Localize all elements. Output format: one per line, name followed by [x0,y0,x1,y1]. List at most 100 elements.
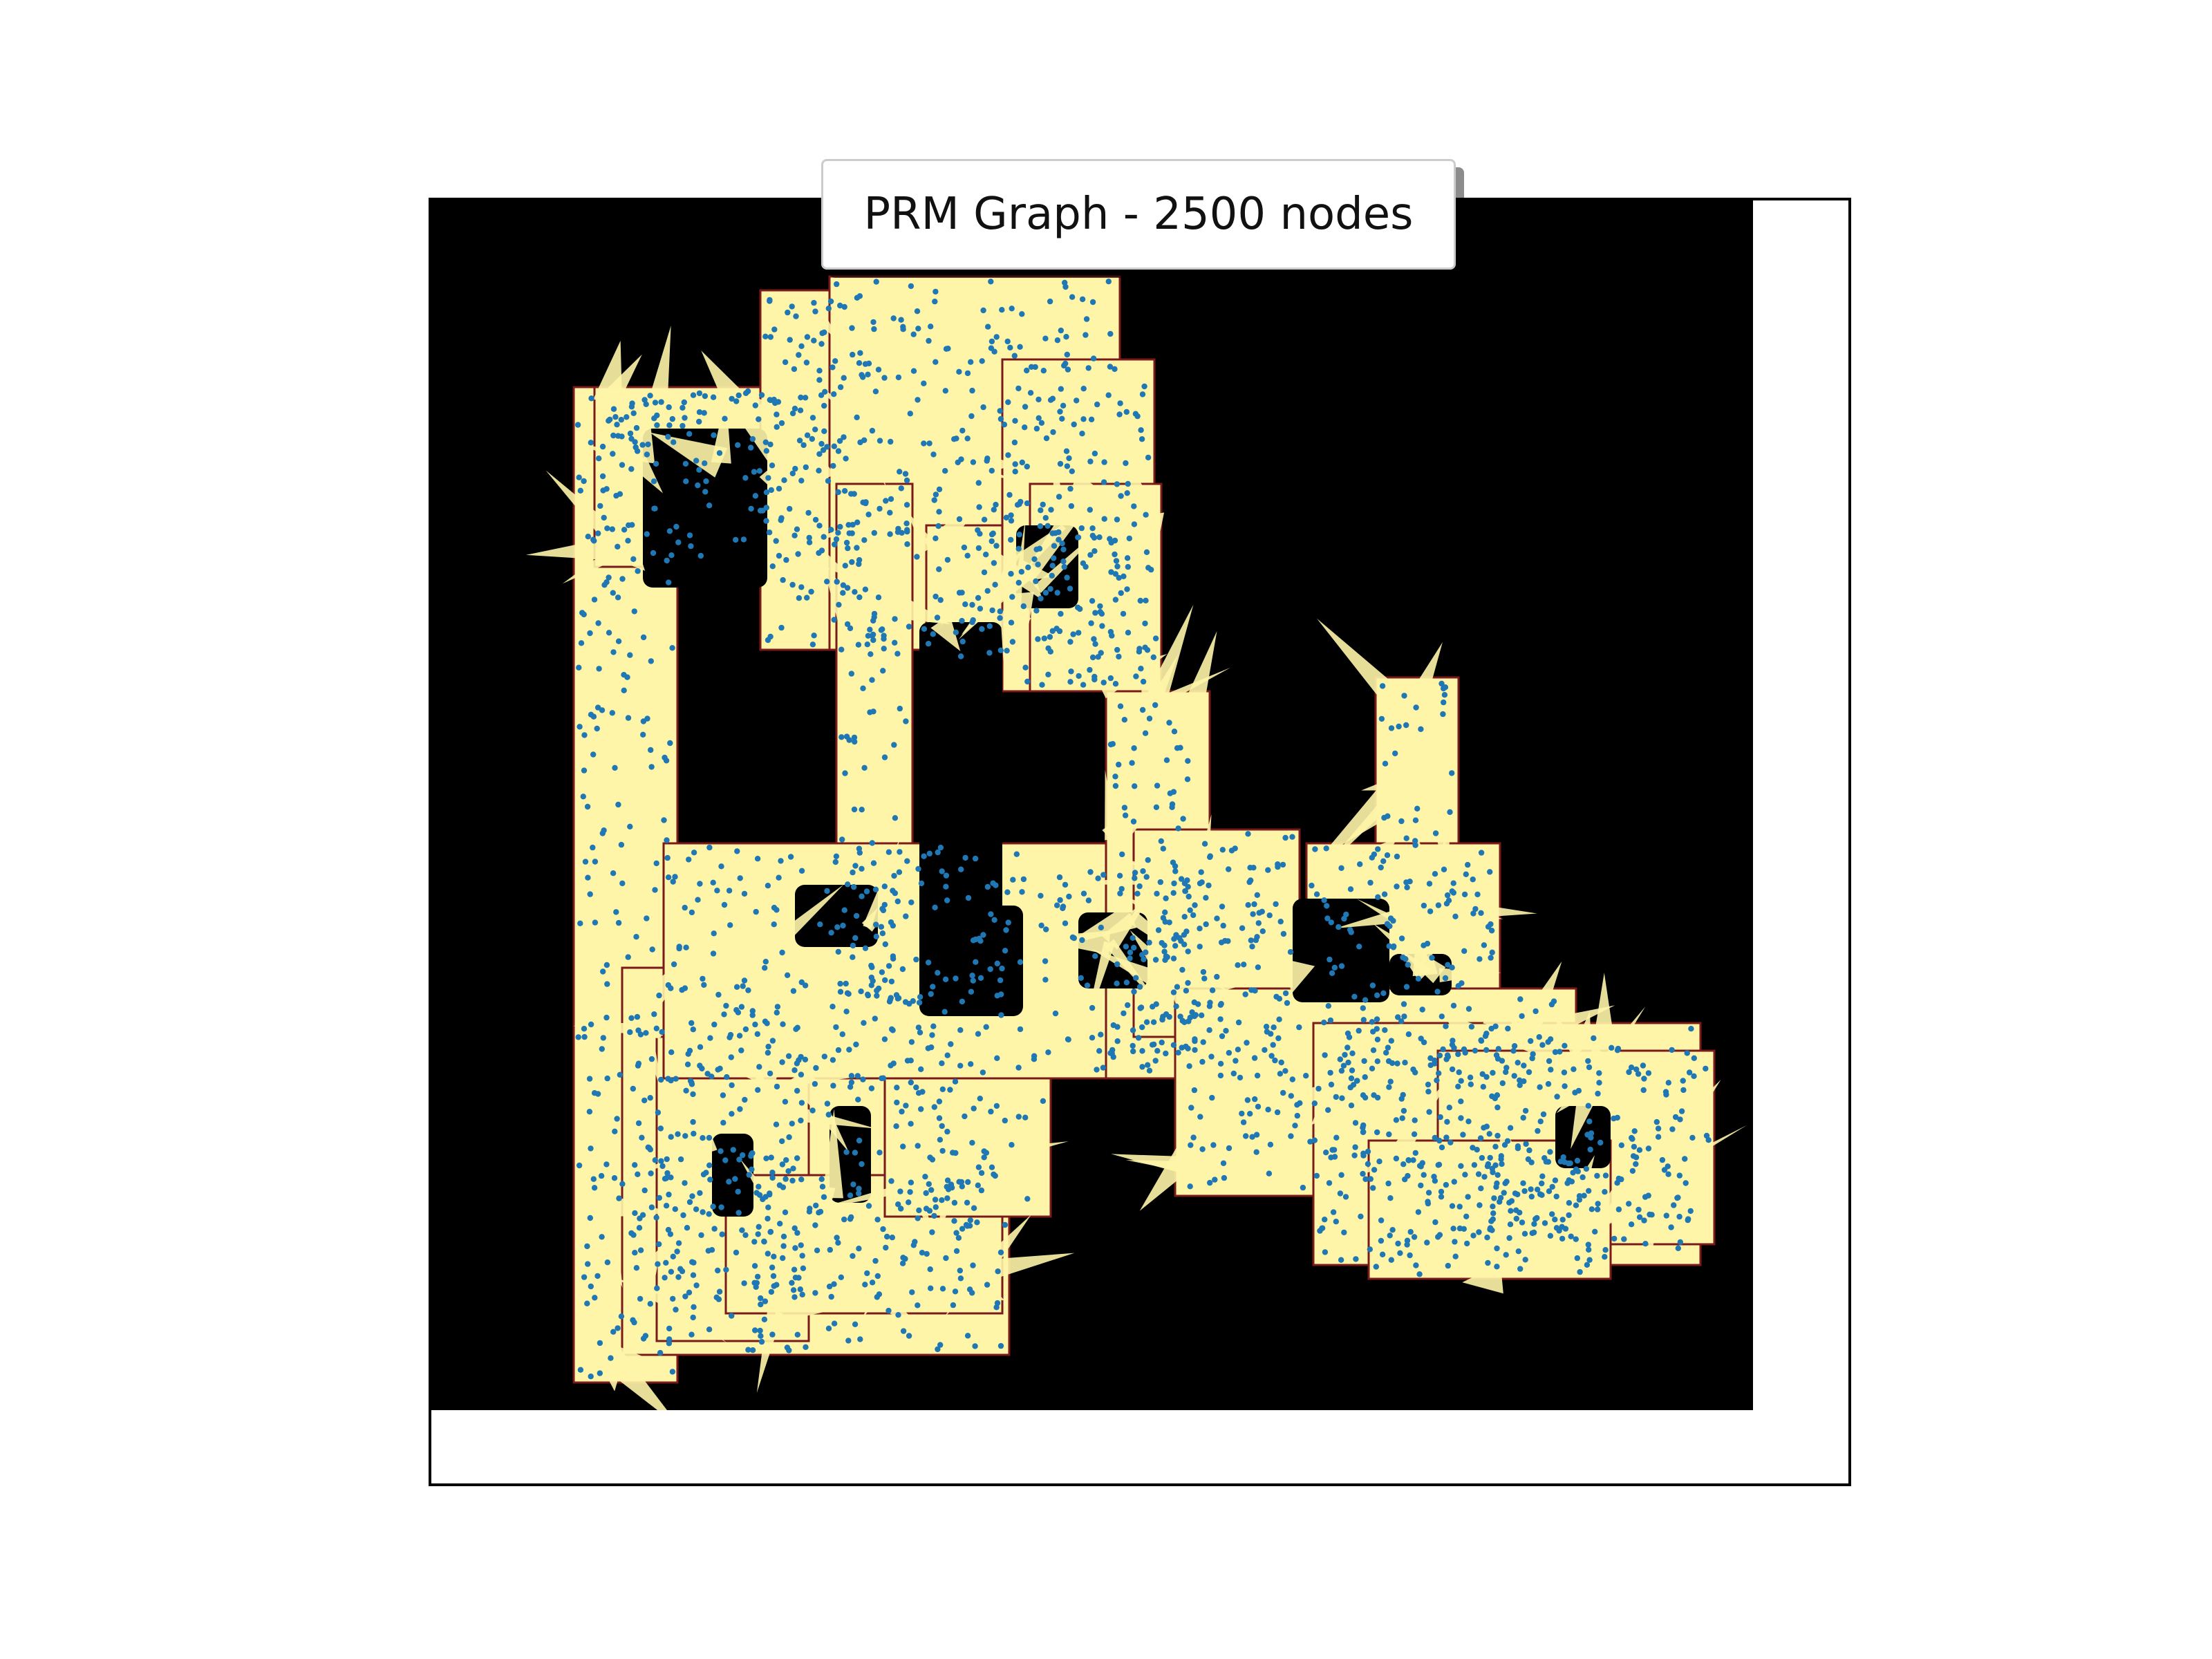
prm-node [935,1346,941,1353]
prm-node [1338,963,1345,969]
prm-node [798,1100,805,1106]
prm-node [1331,964,1338,971]
prm-node [1488,1218,1494,1224]
prm-node [1322,1217,1328,1223]
prm-node [1562,1042,1568,1049]
prm-node [947,1087,953,1093]
map-spike [1576,1011,1591,1044]
prm-node [684,1225,691,1231]
prm-node [972,855,979,862]
prm-node [977,975,984,982]
prm-node [1635,1206,1642,1213]
prm-node [721,1011,727,1018]
prm-node [890,1027,896,1033]
prm-node [878,627,885,633]
prm-node [1185,893,1192,900]
prm-node [679,404,686,411]
prm-node [581,611,587,618]
prm-node [1219,1033,1226,1040]
prm-node [1088,620,1094,626]
prm-node [1445,962,1451,968]
prm-node [1438,680,1445,687]
prm-node [1387,1232,1393,1239]
prm-node [1008,518,1015,524]
prm-node [1557,1049,1563,1055]
prm-node [1004,648,1010,654]
prm-node [1167,790,1174,796]
prm-node [1456,1069,1462,1076]
prm-node [1388,1038,1395,1044]
prm-node [897,1188,903,1194]
prm-node [821,428,827,434]
prm-node [838,1274,845,1281]
map-spike [756,1309,783,1394]
prm-node [1528,1038,1534,1044]
prm-node [1120,610,1127,617]
prm-node [763,489,770,496]
prm-node [768,1288,775,1295]
prm-node [1270,1042,1276,1048]
prm-node [992,1172,998,1179]
prm-node [857,350,863,356]
prm-node [827,298,834,305]
prm-node [1134,413,1141,420]
prm-node [1006,491,1013,498]
prm-node [1685,1217,1691,1224]
prm-node [877,438,883,444]
map-spike [941,577,965,628]
map-spike [788,1230,865,1297]
prm-node [782,1098,789,1105]
prm-node [1282,1068,1288,1074]
prm-node [1089,1004,1096,1011]
prm-node [1405,1157,1412,1163]
prm-node [984,1282,991,1288]
prm-node [921,440,927,447]
prm-node [745,1347,751,1353]
prm-node [1399,1115,1405,1121]
prm-node [1462,1049,1468,1056]
prm-node [1170,1042,1177,1049]
prm-node [783,1157,789,1163]
prm-node [736,1156,742,1163]
prm-node [937,1342,944,1348]
prm-node [1499,1161,1505,1168]
prm-node [824,888,830,894]
prm-node [1112,681,1119,687]
prm-node [1369,982,1376,988]
prm-node [869,427,876,434]
prm-node [790,1165,796,1172]
prm-node [595,620,601,626]
prm-node [588,440,594,446]
prm-node [682,1180,688,1186]
prm-node [799,1291,805,1298]
prm-node [1015,579,1022,586]
prm-node [651,1011,657,1018]
prm-node [1442,684,1449,691]
prm-node [1143,874,1150,880]
prm-node [1057,460,1064,467]
prm-node [1333,1094,1340,1100]
prm-node [1064,574,1070,581]
prm-node [964,1199,971,1206]
prm-node [860,1076,866,1082]
prm-node [1130,1042,1136,1049]
prm-node [1190,912,1197,919]
prm-node [666,1336,673,1342]
prm-node [1159,1016,1165,1022]
prm-node [1214,915,1220,921]
prm-node [928,324,934,330]
prm-node [1010,877,1016,883]
prm-node [913,1084,919,1091]
prm-node [915,1143,921,1149]
prm-node [688,1020,695,1027]
prm-node [846,530,852,536]
prm-node [1054,590,1060,596]
prm-node [774,424,780,430]
prm-node [963,1221,970,1228]
prm-node [1058,386,1065,392]
prm-node [986,650,993,656]
prm-node [976,935,982,942]
prm-node [816,368,823,374]
prm-node [1136,883,1143,890]
prm-node [1640,1087,1647,1094]
